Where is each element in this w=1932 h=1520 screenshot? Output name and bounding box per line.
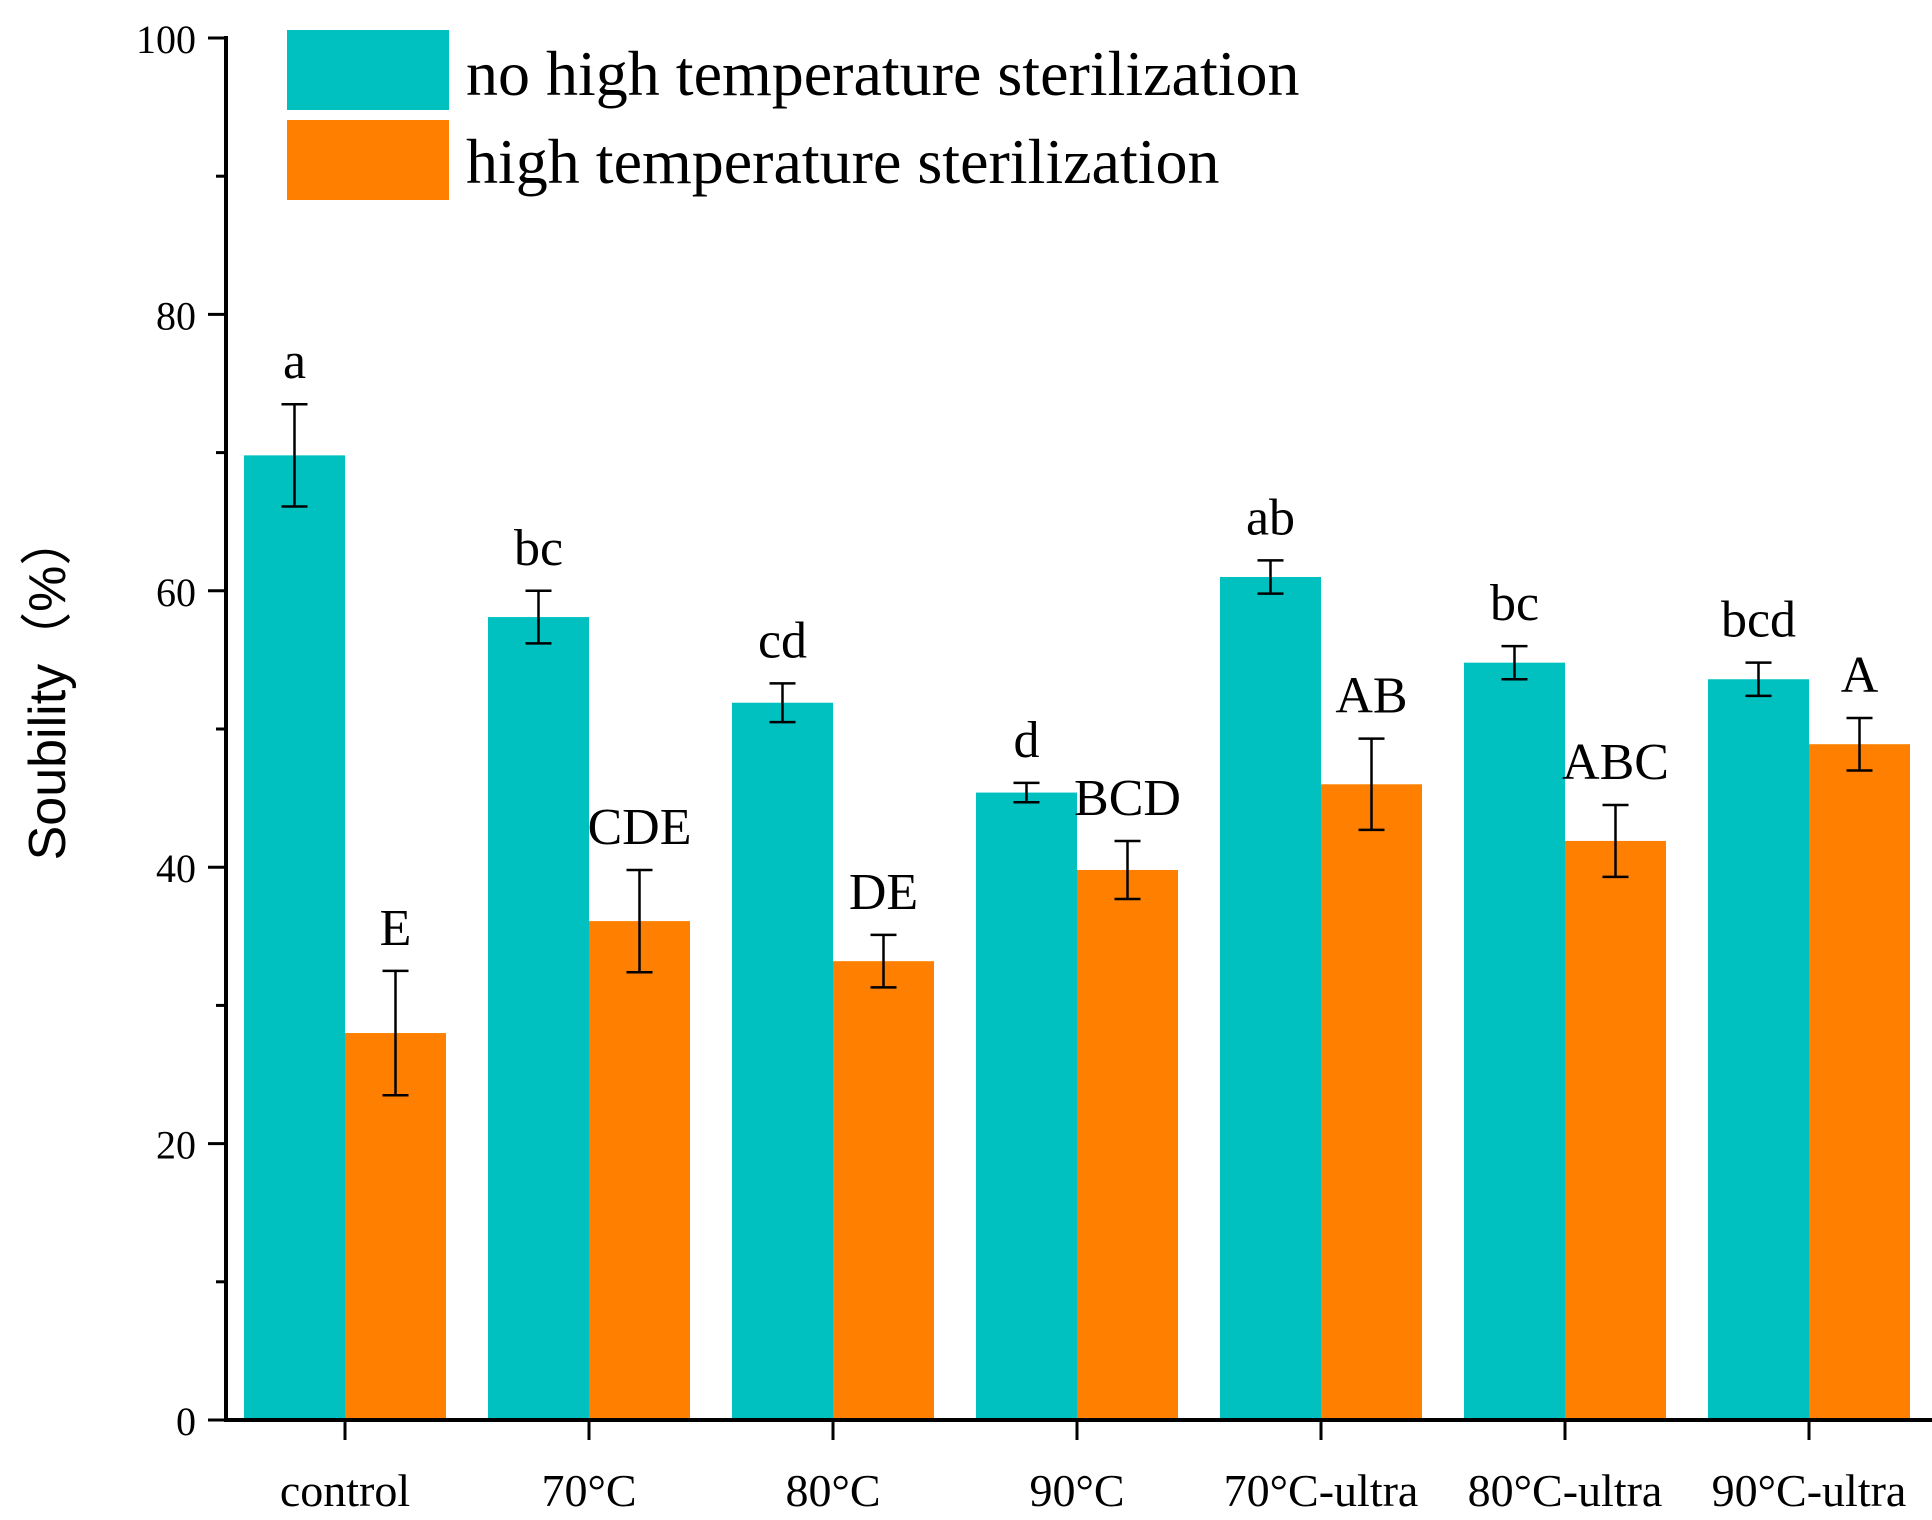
- bar-no-sterilization-3: [976, 792, 1077, 1420]
- error-bar: [382, 969, 409, 1097]
- error-bar: [1358, 737, 1385, 832]
- y-tick-label: 60: [156, 570, 196, 615]
- legend-swatch-1: [287, 120, 449, 200]
- error-bar: [1602, 803, 1629, 879]
- x-tick-label: 80°C-ultra: [1468, 1465, 1663, 1516]
- legend-label-0: no high temperature sterilization: [466, 38, 1300, 109]
- error-bar: [1501, 644, 1528, 681]
- significance-label: A: [1841, 647, 1879, 704]
- axes-layer: 0 20 40 60 80 100 control 70°C 80°C 90°C 70°C-ultr…: [136, 17, 1932, 1516]
- bar-no-sterilization-2: [732, 702, 833, 1420]
- bar-sterilization-0: [345, 1033, 446, 1420]
- error-bar: [1745, 661, 1772, 698]
- x-tick-label: 70°C-ultra: [1224, 1465, 1419, 1516]
- y-tick-label: 40: [156, 846, 196, 891]
- bar-sterilization-6: [1809, 744, 1910, 1420]
- significance-label: bc: [514, 520, 563, 577]
- x-tick-label: 70°C: [541, 1465, 636, 1516]
- y-tick-label: 80: [156, 293, 196, 338]
- significance-label: AB: [1335, 668, 1407, 725]
- bar-sterilization-5: [1565, 840, 1666, 1420]
- x-tick-label: 80°C: [785, 1465, 880, 1516]
- significance-label: DE: [849, 864, 918, 921]
- significance-label: bcd: [1721, 592, 1796, 649]
- y-tick-label: 20: [156, 1123, 196, 1168]
- error-bar: [525, 589, 552, 645]
- bar-no-sterilization-6: [1708, 679, 1809, 1420]
- x-tick-label: 90°C-ultra: [1712, 1465, 1907, 1516]
- significance-label: d: [1014, 712, 1040, 769]
- error-bars-layer: [281, 402, 1873, 1097]
- error-bar: [281, 402, 308, 508]
- legend-label-1: high temperature sterilization: [466, 126, 1220, 197]
- significance-label: ABC: [1562, 734, 1669, 791]
- significance-label: a: [283, 333, 306, 390]
- error-bar: [1013, 781, 1040, 804]
- x-tick-label: control: [280, 1465, 410, 1516]
- bar-no-sterilization-0: [244, 455, 345, 1420]
- significance-label: ab: [1246, 489, 1295, 546]
- legend: no high temperature sterilization high te…: [287, 30, 1300, 200]
- error-bar: [1846, 716, 1873, 772]
- bar-sterilization-2: [833, 961, 934, 1420]
- bar-sterilization-4: [1321, 784, 1422, 1420]
- x-tick-label: 90°C: [1029, 1465, 1124, 1516]
- bar-no-sterilization-1: [488, 617, 589, 1420]
- y-axis-title: Soubility（%）: [19, 514, 77, 861]
- significance-label: BCD: [1074, 770, 1181, 827]
- y-tick-label: 100: [136, 17, 196, 62]
- bar-no-sterilization-4: [1220, 576, 1321, 1420]
- bar-sterilization-3: [1077, 869, 1178, 1420]
- y-tick-label: 0: [176, 1399, 196, 1444]
- significance-label: bc: [1490, 575, 1539, 632]
- error-bar: [626, 868, 653, 974]
- significance-label: E: [380, 900, 412, 957]
- legend-swatch-0: [287, 30, 449, 110]
- significance-label: CDE: [588, 799, 692, 856]
- bars-layer: [244, 455, 1910, 1420]
- significance-labels-layer: a Ebc CDE cd DE d BCD ab AB bc ABC bcd A: [283, 333, 1879, 957]
- error-bar: [870, 933, 897, 989]
- error-bar: [1114, 839, 1141, 901]
- error-bar: [1257, 559, 1284, 595]
- error-bar: [769, 682, 796, 724]
- bar-sterilization-1: [589, 921, 690, 1420]
- bar-no-sterilization-5: [1464, 662, 1565, 1420]
- significance-label: cd: [758, 612, 807, 669]
